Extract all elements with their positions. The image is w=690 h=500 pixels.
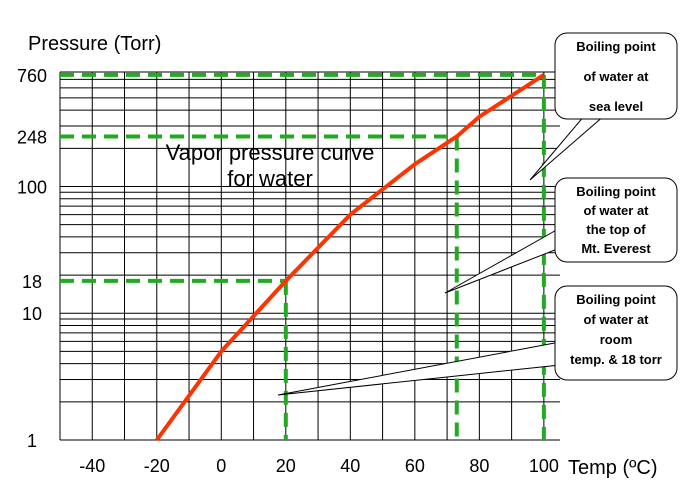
y-tick-label: 1 <box>27 431 37 451</box>
callout-line: of water at <box>583 312 649 327</box>
x-tick-label: 100 <box>529 456 559 476</box>
callouts: Boiling point of water at sea levelBoiling… <box>277 32 678 396</box>
callout-text: Boiling point of water at the top of Mt. Ev… <box>576 184 656 256</box>
reference-lines <box>60 72 546 440</box>
y-tick-label: 18 <box>22 272 42 292</box>
callout-box <box>554 285 678 381</box>
y-tick-label: 760 <box>17 66 47 86</box>
callout-box <box>554 177 678 263</box>
callout-line: Mt. Everest <box>581 241 651 256</box>
x-tick-label: -40 <box>79 456 105 476</box>
callout-line: of water at <box>583 203 649 218</box>
callout-pointer <box>529 114 607 181</box>
x-tick-label: 60 <box>405 456 425 476</box>
y-tick-label: 10 <box>22 304 42 324</box>
x-tick-label: -20 <box>144 456 170 476</box>
y-tick-label: 248 <box>17 127 47 147</box>
callout-line: Boiling point <box>576 292 656 307</box>
x-tick-labels: -40 -20 0 20 40 60 80 100 <box>79 456 559 476</box>
chart-title: Vapor pressure curve for water <box>166 140 375 191</box>
x-tick-label: 20 <box>276 456 296 476</box>
callout-box <box>554 32 678 120</box>
callout-text: Boiling point of water at room temp. & 18 t… <box>570 292 662 367</box>
callout-line: Boiling point <box>576 39 656 54</box>
callout: Boiling point of water at sea level <box>529 32 678 181</box>
title-line: for water <box>227 166 313 191</box>
title-line: Vapor pressure curve <box>166 140 375 165</box>
callout: Boiling point of water at the top of Mt. Ev… <box>444 177 678 294</box>
y-tick-labels: 1 10 18 100 248 760 <box>17 66 47 451</box>
curve-group <box>155 73 545 442</box>
callout-line: temp. & 18 torr <box>570 352 662 367</box>
x-axis-label: Temp (ºC) <box>568 457 658 479</box>
x-tick-label: 0 <box>216 456 226 476</box>
x-tick-label: 40 <box>340 456 360 476</box>
callout-line: room <box>600 332 633 347</box>
callout-line: of water at <box>583 69 649 84</box>
grid-lines <box>59 71 560 441</box>
vapor-pressure-curve <box>155 73 545 442</box>
y-axis-label: Pressure (Torr) <box>28 33 161 55</box>
x-tick-label: 80 <box>469 456 489 476</box>
callout-line: sea level <box>589 99 643 114</box>
callout-pointer <box>277 341 561 396</box>
callout-text: Boiling point of water at sea level <box>576 39 656 114</box>
callout-line: Boiling point <box>576 184 656 199</box>
y-tick-label: 100 <box>17 177 47 197</box>
callout: Boiling point of water at room temp. & 18 t… <box>277 285 678 396</box>
callout-line: the top of <box>586 222 646 237</box>
